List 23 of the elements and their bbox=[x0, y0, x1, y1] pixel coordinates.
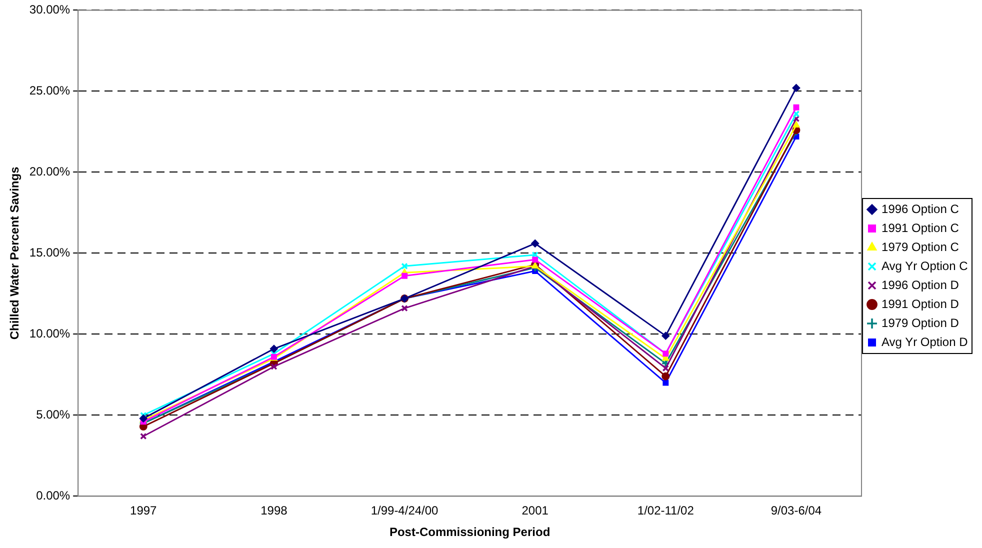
y-tick-label: 20.00% bbox=[29, 164, 70, 179]
x-axis-title: Post-Commissioning Period bbox=[389, 525, 550, 540]
x-tick-label: 1998 bbox=[260, 504, 288, 518]
legend-label: 1996 Option D bbox=[882, 278, 960, 292]
x-tick-label: 1997 bbox=[130, 504, 158, 518]
x-tick-label: 2001 bbox=[522, 504, 549, 518]
legend-label: 1979 Option C bbox=[882, 240, 960, 254]
legend-label: 1979 Option D bbox=[882, 316, 960, 330]
legend-label: 1991 Option C bbox=[882, 220, 960, 235]
y-tick-label: 15.00% bbox=[29, 246, 70, 260]
y-tick-label: 0.00% bbox=[36, 488, 70, 503]
x-tick-label: 1/02-11/02 bbox=[637, 504, 694, 518]
legend-label: 1991 Option D bbox=[882, 296, 960, 311]
x-tick-label: 1/99-4/24/00 bbox=[370, 504, 439, 518]
y-tick-label: 10.00% bbox=[29, 326, 70, 341]
legend-label: 1996 Option C bbox=[882, 202, 960, 216]
legend-label: Avg Yr Option C bbox=[882, 258, 968, 273]
y-tick-label: 30.00% bbox=[29, 2, 70, 17]
y-tick-label: 25.00% bbox=[29, 84, 70, 98]
y-tick-label: 5.00% bbox=[36, 408, 70, 422]
x-tick-label: 9/03-6/04 bbox=[770, 504, 822, 518]
legend-label: Avg Yr Option D bbox=[882, 334, 968, 349]
y-axis-title: Chilled Water Percent Savings bbox=[8, 166, 22, 340]
